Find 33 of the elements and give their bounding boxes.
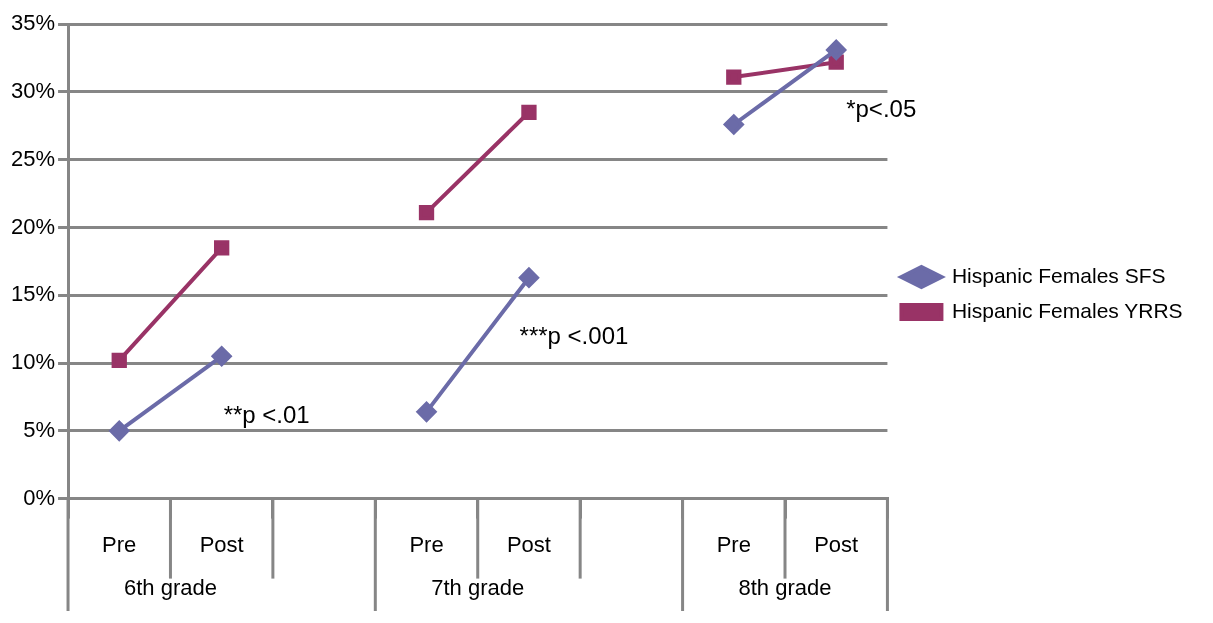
y-tick-label: 10% [10, 349, 56, 375]
point [111, 352, 127, 368]
text: 6th grade [123, 575, 217, 601]
y-tick-label: 35% [10, 10, 56, 36]
y-tick-label: 30% [10, 78, 56, 104]
legend-label: Hispanic Females SFS [951, 263, 1166, 287]
legend-label: Hispanic Females YRRS [951, 298, 1183, 322]
x-tick-label: Post [506, 531, 551, 557]
x-tick-label: Post [199, 531, 244, 557]
y-tick-label: 20% [10, 213, 56, 239]
text: 8th grade [738, 575, 832, 601]
annotation: ***p <.001 [519, 322, 629, 350]
point [416, 401, 437, 422]
x-tick-label: Post [814, 531, 859, 557]
point [518, 267, 539, 288]
text: 7th grade [431, 575, 525, 601]
point [214, 240, 230, 256]
point [723, 114, 744, 135]
annotation: *p<.05 [846, 94, 917, 122]
point [211, 346, 232, 367]
annotation: **p <.01 [223, 400, 310, 428]
point [726, 69, 742, 85]
y-tick-label: 0% [23, 484, 56, 510]
x-tick-label: Pre [409, 531, 444, 557]
y-tick-label: 25% [10, 145, 56, 171]
x-tick-label: Pre [102, 531, 137, 557]
y-tick-label: 5% [23, 416, 56, 442]
point [826, 39, 847, 60]
point [521, 104, 537, 120]
y-tick-label: 15% [10, 281, 56, 307]
point [109, 420, 130, 441]
x-tick-label: Pre [716, 531, 751, 557]
point [418, 204, 435, 221]
